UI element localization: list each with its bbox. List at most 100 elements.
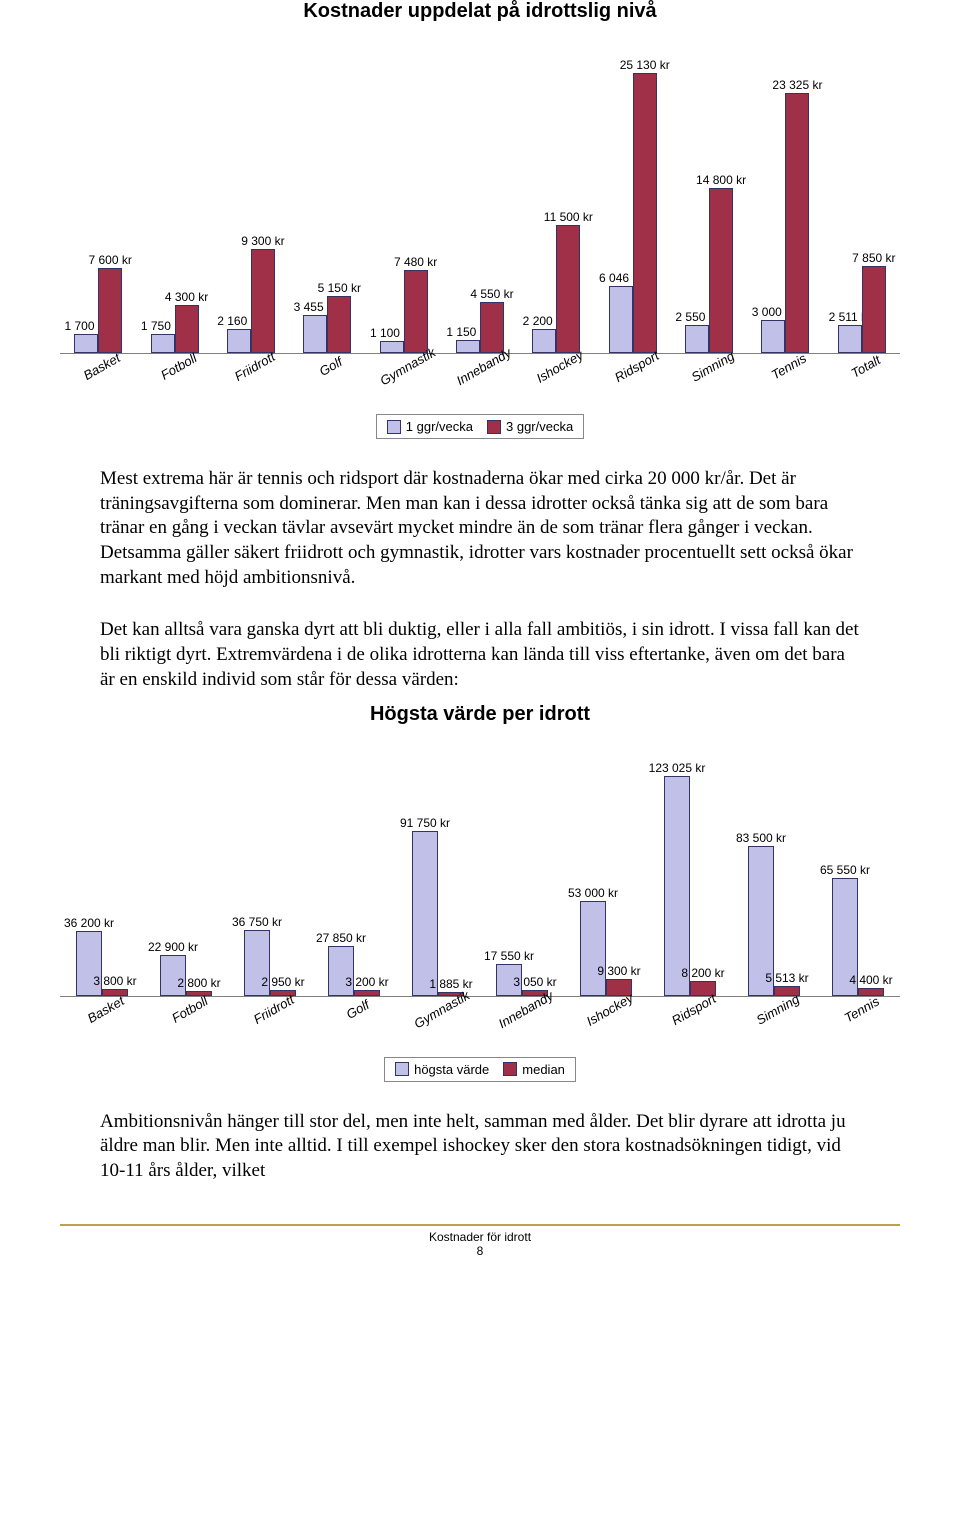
bar-series2: 23 325 kr <box>785 93 809 353</box>
chart2-legend-item-1: högsta värde <box>395 1062 489 1077</box>
bar-group: 2 550 kr14 800 kr <box>685 188 733 353</box>
bar-value-label: 14 800 kr <box>696 173 746 187</box>
bar-series1: 3 000 kr <box>761 320 785 353</box>
bar-value-label: 5 513 kr <box>765 971 808 985</box>
bar-group: 53 000 kr9 300 kr <box>580 901 632 996</box>
bar-value-label: 3 200 kr <box>345 975 388 989</box>
bar-value-label: 23 325 kr <box>772 78 822 92</box>
chart1-swatch-1 <box>387 420 401 434</box>
bar-series2: 4 300 kr <box>175 305 199 353</box>
bar-series2: 5 150 kr <box>327 296 351 353</box>
bar-series2: 11 500 kr <box>556 225 580 353</box>
bar-value-label: 2 800 kr <box>177 976 220 990</box>
bar-series1: 1 100 kr <box>380 341 404 353</box>
x-axis-label: Simning <box>689 348 737 384</box>
chart2-legend-item-2: median <box>503 1062 565 1077</box>
bar-series1: 1 150 kr <box>456 340 480 353</box>
bar-value-label: 9 300 kr <box>241 234 284 248</box>
page-container: Kostnader uppdelat på idrottslig nivå 1 … <box>0 0 960 1298</box>
bar-group: 65 550 kr4 400 kr <box>832 878 884 995</box>
bar-group: 3 000 kr23 325 kr <box>761 93 809 353</box>
x-axis-label: Fotboll <box>158 350 199 383</box>
bar-series1: 2 160 kr <box>227 329 251 353</box>
bar-series2: 25 130 kr <box>633 73 657 353</box>
bar-value-label: 36 200 kr <box>64 916 114 930</box>
x-axis-label: Tennis <box>842 993 882 1025</box>
chart2-swatch-2 <box>503 1062 517 1076</box>
bar-group: 123 025 kr8 200 kr <box>664 776 716 996</box>
x-axis-label: Ridsport <box>612 348 661 385</box>
paragraph-1: Mest extrema här är tennis och ridsport … <box>100 467 860 590</box>
x-axis-label: Friidrott <box>232 349 278 384</box>
chart1-legend-label-1: 1 ggr/vecka <box>406 419 473 434</box>
bar-group: 83 500 kr5 513 kr <box>748 846 800 995</box>
chart1-plot-area: 1 700 kr7 600 kr1 750 kr4 300 kr2 160 kr… <box>60 33 900 354</box>
bar-group: 22 900 kr2 800 kr <box>160 955 212 996</box>
bar-value-label: 91 750 kr <box>400 816 450 830</box>
paragraph-2: Det kan alltså vara ganska dyrt att bli … <box>100 618 860 692</box>
bar-series1: 2 550 kr <box>685 325 709 353</box>
bar-group: 36 200 kr3 800 kr <box>76 931 128 996</box>
chart1-x-axis: BasketFotbollFriidrottGolfGymnastikInneb… <box>60 354 900 404</box>
bar-value-label: 5 150 kr <box>318 281 361 295</box>
bar-value-label: 17 550 kr <box>484 949 534 963</box>
bar-value-label: 8 200 kr <box>681 966 724 980</box>
bar-value-label: 83 500 kr <box>736 831 786 845</box>
chart1-legend: 1 ggr/vecka 3 ggr/vecka <box>376 414 584 439</box>
x-axis-label: Totalt <box>848 352 883 381</box>
bar-value-label: 7 850 kr <box>852 251 895 265</box>
bar-value-label: 2 950 kr <box>261 975 304 989</box>
bar-group: 17 550 kr3 050 kr <box>496 964 548 995</box>
x-axis-label: Basket <box>81 350 123 383</box>
chart1-legend-label-2: 3 ggr/vecka <box>506 419 573 434</box>
x-axis-label: Tennis <box>769 351 809 383</box>
bar-series1: 53 000 kr <box>580 901 606 996</box>
chart2-plot-area: 36 200 kr3 800 kr22 900 kr2 800 kr36 750… <box>60 736 900 997</box>
bar-value-label: 4 400 kr <box>849 973 892 987</box>
bar-value-label: 7 480 kr <box>394 255 437 269</box>
bar-series2: 7 480 kr <box>404 270 428 353</box>
x-axis-label: Golf <box>317 354 345 379</box>
bar-value-label: 123 025 kr <box>649 761 706 775</box>
chart1-legend-item-2: 3 ggr/vecka <box>487 419 573 434</box>
chart1-title: Kostnader uppdelat på idrottslig nivå <box>60 0 900 23</box>
chart2-legend-label-2: median <box>522 1062 565 1077</box>
chart1-swatch-2 <box>487 420 501 434</box>
bar-value-label: 25 130 kr <box>620 58 670 72</box>
bar-series2: 14 800 kr <box>709 188 733 353</box>
bar-group: 1 150 kr4 550 kr <box>456 302 504 353</box>
bar-series2: 7 850 kr <box>862 266 886 353</box>
chart-kostnader-niva: Kostnader uppdelat på idrottslig nivå 1 … <box>60 0 900 439</box>
page-footer: Kostnader för idrott 8 <box>60 1224 900 1258</box>
bar-value-label: 53 000 kr <box>568 886 618 900</box>
bar-series2: 9 300 kr <box>251 249 275 353</box>
chart2-legend-label-1: högsta värde <box>414 1062 489 1077</box>
bar-group: 27 850 kr3 200 kr <box>328 946 380 996</box>
chart1-legend-item-1: 1 ggr/vecka <box>387 419 473 434</box>
bar-series2: 3 200 kr <box>354 990 380 996</box>
bar-value-label: 4 550 kr <box>470 287 513 301</box>
bar-value-label: 27 850 kr <box>316 931 366 945</box>
bar-value-label: 65 550 kr <box>820 863 870 877</box>
bar-value-label: 11 500 kr <box>544 210 593 224</box>
bar-value-label: 4 300 kr <box>165 290 208 304</box>
chart-hogsta-varde: Högsta värde per idrott 36 200 kr3 800 k… <box>60 703 900 1082</box>
x-axis-label: Friidrott <box>251 991 297 1026</box>
bar-series1: 2 200 kr <box>532 329 556 354</box>
footer-title: Kostnader för idrott <box>60 1230 900 1244</box>
bar-group: 1 100 kr7 480 kr <box>380 270 428 353</box>
paragraph-3: Ambitionsnivån hänger till stor del, men… <box>100 1110 860 1184</box>
chart2-title: Högsta värde per idrott <box>60 703 900 726</box>
x-axis-label: Fotboll <box>169 993 210 1026</box>
bar-value-label: 3 800 kr <box>93 974 136 988</box>
bar-value-label: 1 885 kr <box>429 977 472 991</box>
chart2-x-axis: BasketFotbollFriidrottGolfGymnastikInneb… <box>60 997 900 1047</box>
bar-series1: 1 700 kr <box>74 334 98 353</box>
bar-series2: 4 550 kr <box>480 302 504 353</box>
bar-series1: 91 750 kr <box>412 831 438 995</box>
chart2-swatch-1 <box>395 1062 409 1076</box>
bar-group: 91 750 kr1 885 kr <box>412 831 464 995</box>
bar-group: 6 046 kr25 130 kr <box>609 73 657 353</box>
bar-value-label: 7 600 kr <box>88 253 131 267</box>
bar-series1: 2 511 kr <box>838 325 862 353</box>
